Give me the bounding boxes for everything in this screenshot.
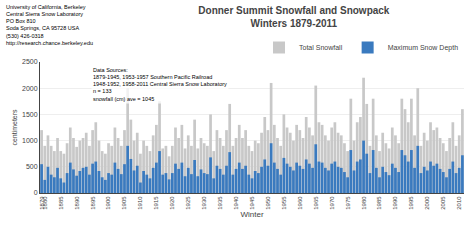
svg-text:500: 500 [26,163,38,170]
svg-text:1925: 1925 [185,196,191,210]
svg-text:1890: 1890 [74,196,80,210]
svg-text:1955: 1955 [281,196,287,210]
svg-text:1980: 1980 [361,196,367,210]
svg-text:1970: 1970 [329,196,335,210]
svg-text:1880: 1880 [42,196,48,210]
svg-text:1920: 1920 [169,196,175,210]
svg-text:2000: 2000 [22,85,38,92]
svg-text:Data Sources:1879-1945, 1953-1: Data Sources:1879-1945, 1953-1957 Southe… [93,67,227,102]
svg-text:1879: 1879 [39,196,45,210]
svg-text:1940: 1940 [233,196,239,210]
svg-text:1900: 1900 [105,196,111,210]
svg-text:Winter: Winter [240,210,263,219]
svg-text:1885: 1885 [58,196,64,210]
svg-text:1950: 1950 [265,196,271,210]
svg-text:University of California, Berk: University of California, BerkeleyCentra… [6,4,93,46]
svg-text:1990: 1990 [392,196,398,210]
svg-text:2000: 2000 [424,196,430,210]
svg-text:1915: 1915 [153,196,159,210]
svg-text:2005: 2005 [440,196,446,210]
svg-text:1960: 1960 [297,196,303,210]
svg-text:1500: 1500 [22,111,38,118]
svg-text:Maximum Snow Depth: Maximum Snow Depth [388,44,459,52]
svg-text:centimeters: centimeters [11,109,18,146]
svg-text:2500: 2500 [22,58,38,65]
svg-text:Total Snowfall: Total Snowfall [299,44,343,51]
svg-text:1910: 1910 [137,196,143,210]
svg-text:1895: 1895 [90,196,96,210]
svg-text:1965: 1965 [313,196,319,210]
svg-text:1975: 1975 [345,196,351,210]
svg-text:1945: 1945 [249,196,255,210]
svg-text:Donner Summit Snowfall and Sno: Donner Summit Snowfall and SnowpackWinte… [198,5,390,29]
svg-text:0: 0 [34,189,38,196]
svg-text:1930: 1930 [201,196,207,210]
svg-text:1000: 1000 [22,137,38,144]
svg-text:1935: 1935 [217,196,223,210]
svg-text:1985: 1985 [376,196,382,210]
svg-text:1995: 1995 [408,196,414,210]
svg-text:2010: 2010 [456,196,462,210]
svg-text:1905: 1905 [121,196,127,210]
